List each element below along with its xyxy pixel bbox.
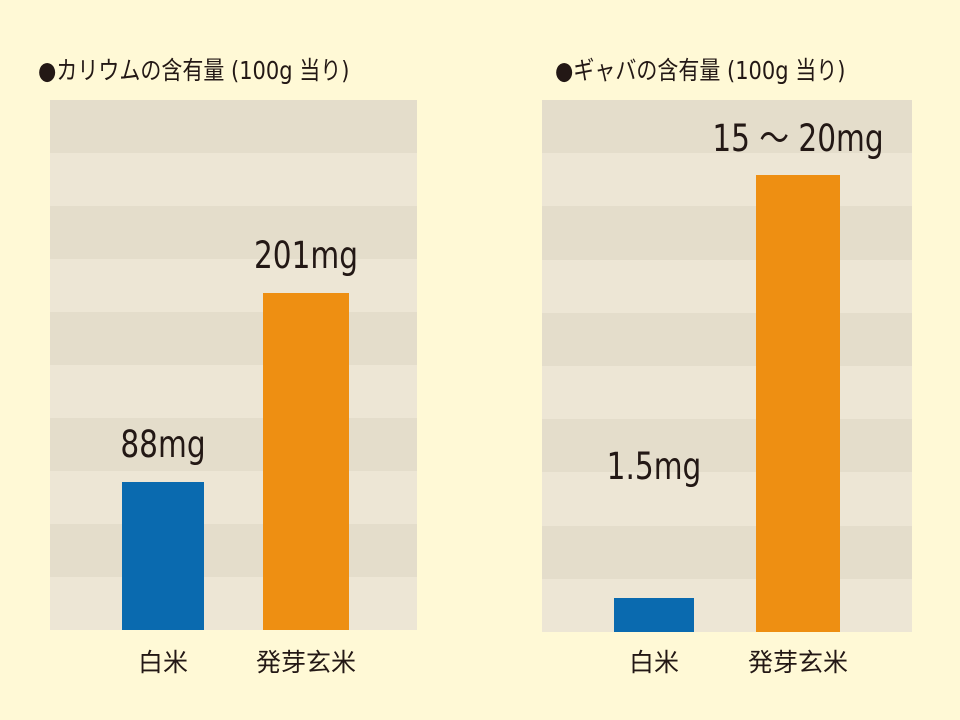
plot-area-potassium [50,100,417,630]
bar-gaba-white-rice [614,597,694,632]
plot-band [50,471,417,525]
plot-band [50,312,417,366]
plot-band [542,153,912,207]
plot-band [542,525,912,580]
plot-band [542,100,912,154]
plot-band [50,418,417,472]
data-label-gaba-germinated-brown-rice: 15 ～ 20mg [712,117,884,161]
category-label-gaba-white-rice: 白米 [628,648,680,677]
plot-band [50,365,417,419]
category-label-potassium-germinated-brown-rice: 発芽玄米 [255,648,357,677]
plot-band [542,419,912,473]
category-label-potassium-white-rice: 白米 [137,648,189,677]
plot-band [542,312,912,367]
bar-potassium-white-rice [122,482,204,630]
data-label-potassium-white-rice: 88mg [120,423,206,467]
plot-band [50,100,417,154]
data-label-gaba-white-rice: 1.5mg [606,444,702,488]
plot-band [50,153,417,207]
plot-band [542,259,912,314]
data-label-potassium-germinated-brown-rice: 201mg [253,233,359,277]
plot-band [50,577,417,630]
plot-band [542,206,912,261]
chart-title-gaba: ●ギャバの含有量 (100g 当り) [555,56,846,85]
chart-title-potassium: ●カリウムの含有量 (100g 当り) [38,56,350,85]
plot-band [542,578,912,632]
bar-gaba-germinated-brown-rice [756,175,840,632]
plot-band [50,259,417,313]
plot-area-gaba [542,100,912,632]
plot-band [542,366,912,420]
plot-band [50,524,417,578]
plot-band [542,472,912,527]
bar-potassium-germinated-brown-rice [263,292,349,630]
category-label-gaba-germinated-brown-rice: 発芽玄米 [747,648,849,677]
plot-band [50,206,417,260]
